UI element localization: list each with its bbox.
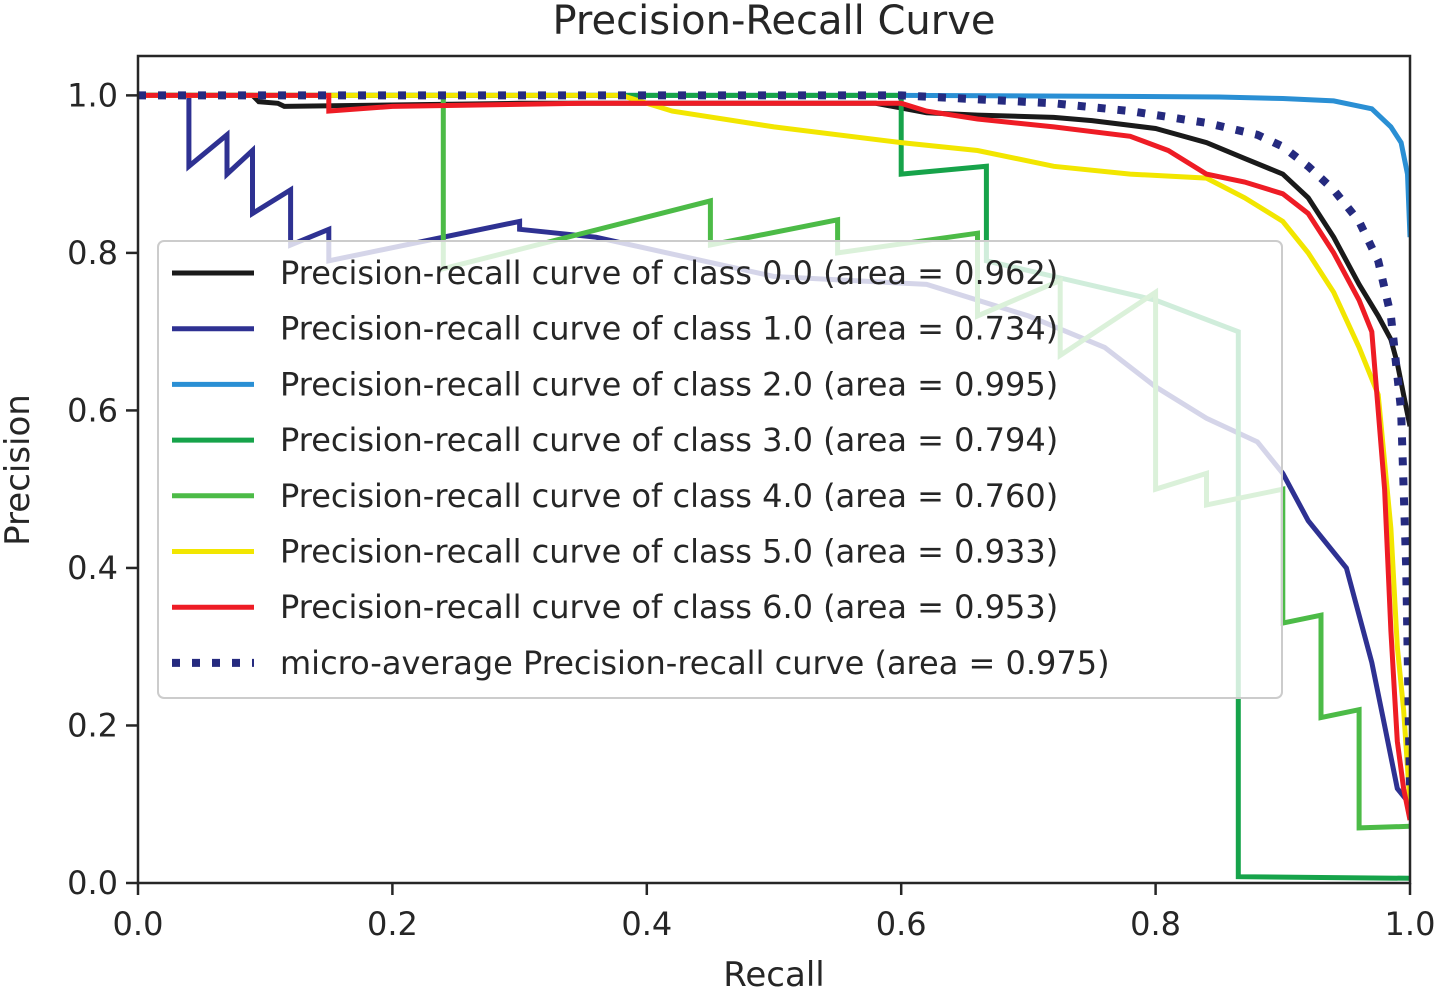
y-tick-label-6: 1.0 <box>67 76 118 114</box>
series-line-3 <box>138 92 1410 238</box>
x-tick-label-4: 0.6 <box>876 905 927 943</box>
legend-label-6: Precision-recall curve of class 5.0 (are… <box>280 533 1058 571</box>
legend-label-1: Precision-recall curve of class 0.0 (are… <box>280 254 1058 292</box>
series-line-1 <box>138 92 1410 427</box>
legend-label-8: micro-average Precision-recall curve (ar… <box>280 644 1110 682</box>
series-line-7 <box>138 92 1410 821</box>
y-axis-label: Precision <box>0 394 38 546</box>
x-tick-label-5: 0.8 <box>1130 905 1181 943</box>
legend-label-7: Precision-recall curve of class 6.0 (are… <box>280 588 1058 626</box>
legend-label-3: Precision-recall curve of class 2.0 (are… <box>280 365 1058 403</box>
legend-label-4: Precision-recall curve of class 3.0 (are… <box>280 421 1058 459</box>
series-line-6 <box>138 92 1410 805</box>
y-tick-label-1: 0.0 <box>67 864 118 902</box>
series-line-8 <box>138 91 1410 789</box>
legend: Precision-recall curve of class 0.0 (are… <box>157 240 1283 699</box>
series-line-2 <box>138 92 1410 806</box>
y-tick-label-4: 0.6 <box>67 391 118 429</box>
x-tick-label-3: 0.4 <box>621 905 672 943</box>
x-tick-label-6: 1.0 <box>1385 905 1436 943</box>
y-tick-label-3: 0.4 <box>67 549 118 587</box>
axes: 0.0 0.2 0.4 0.6 0.8 1.0 0.0 0.2 0.4 0.6 0.8 1.0 <box>67 54 1436 943</box>
legend-label-2: Precision-recall curve of class 1.0 (are… <box>280 310 1058 348</box>
chart-title: Precision-Recall Curve <box>553 0 996 44</box>
x-axis-label: Recall <box>723 955 824 991</box>
x-tick-label-1: 0.0 <box>113 905 164 943</box>
y-tick-label-2: 0.2 <box>67 706 118 744</box>
x-tick-label-2: 0.2 <box>367 905 418 943</box>
legend-label-5: Precision-recall curve of class 4.0 (are… <box>280 477 1058 515</box>
y-tick-label-5: 0.8 <box>67 234 118 272</box>
plot-frame <box>136 54 1412 885</box>
legend-box <box>157 240 1283 699</box>
